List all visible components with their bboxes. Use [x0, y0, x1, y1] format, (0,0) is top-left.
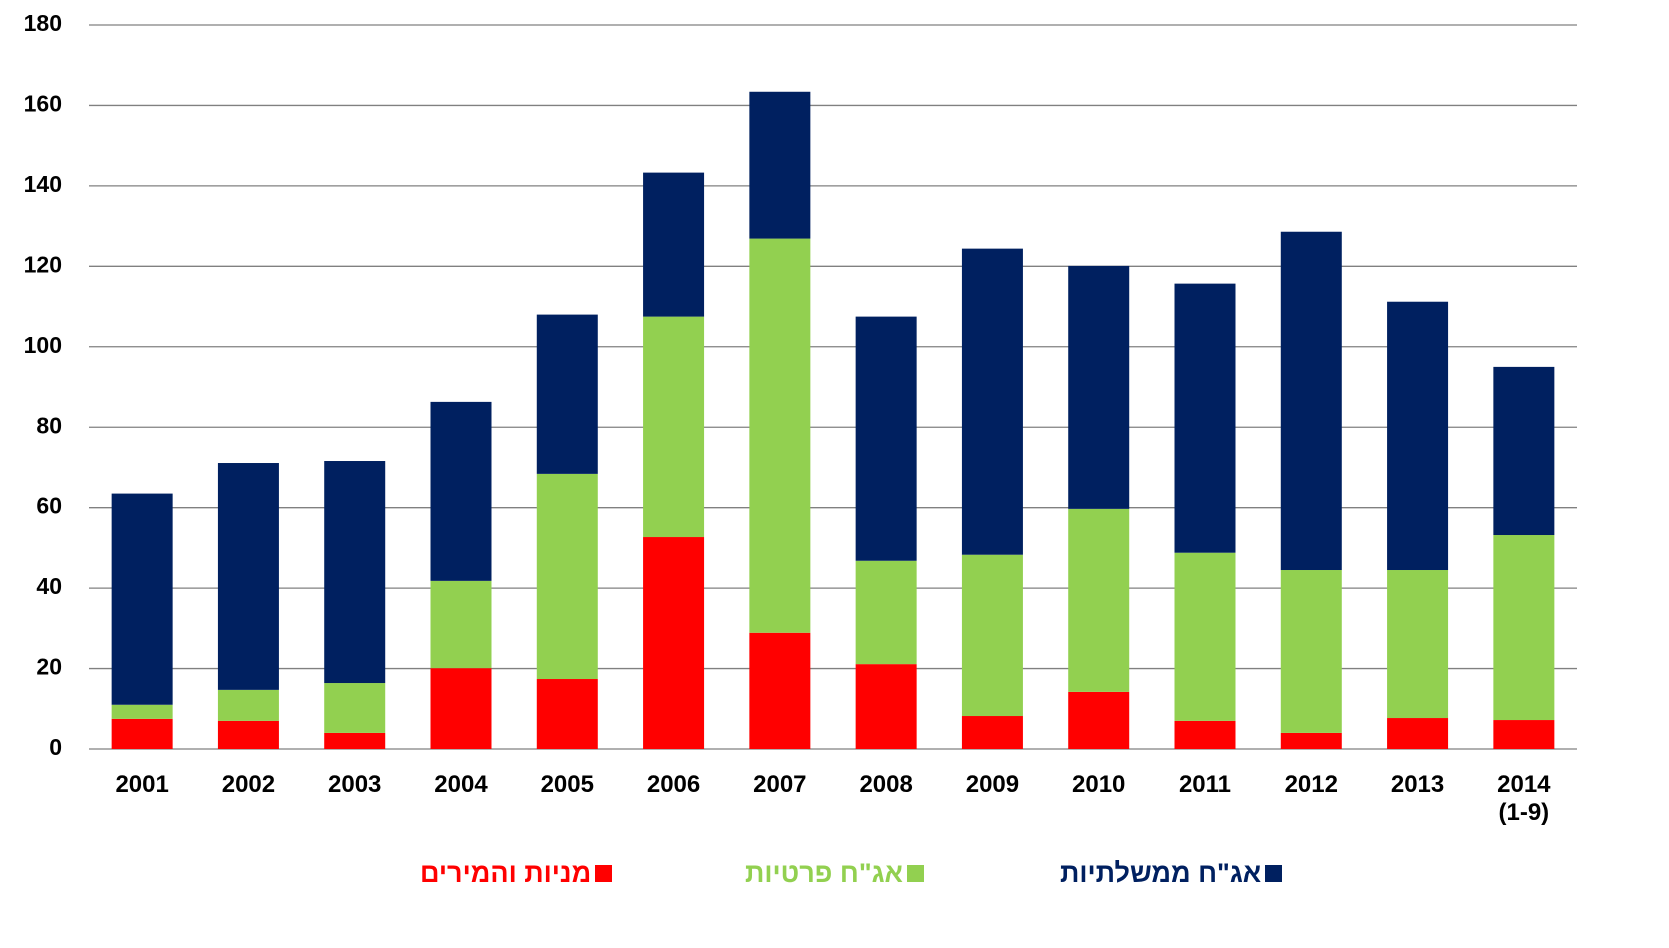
x-tick-label: 2014 (1-9): [1497, 771, 1551, 826]
bar-segment: [1280, 732, 1342, 749]
x-tick-label: 2005: [540, 771, 594, 798]
bar-segment: [1493, 366, 1555, 536]
y-tick-label: 0: [49, 734, 62, 760]
legend-item: אג"ח ממשלתיות: [1060, 858, 1283, 889]
bar-segment: [855, 560, 917, 665]
y-tick-label: 180: [24, 10, 62, 36]
bar-segment: [855, 316, 917, 561]
x-tick-label: 2011: [1178, 771, 1232, 798]
x-tick-label: 2001: [115, 771, 169, 798]
bar-segment: [749, 632, 811, 749]
y-tick-label: 40: [36, 573, 62, 599]
bar-segment: [1174, 552, 1236, 721]
bar-segment: [961, 716, 1023, 749]
x-tick-label: 2008: [859, 771, 913, 798]
bar-segment: [111, 493, 173, 705]
y-tick-label: 20: [36, 654, 62, 680]
bar-segment: [1387, 301, 1449, 571]
x-tick-label: 2006: [646, 771, 701, 798]
bar-segment: [111, 718, 173, 749]
x-tick-label: 2010: [1072, 771, 1126, 798]
bar-segment: [324, 732, 386, 749]
bar-segment: [430, 580, 492, 669]
bar-segment: [961, 248, 1023, 555]
bar-segment: [536, 679, 598, 749]
bar-segment: [324, 683, 386, 733]
bar-segment: [536, 473, 598, 680]
legend-swatch: [595, 865, 613, 882]
bar-segment: [217, 720, 279, 749]
legend-label: מניות והמירים: [420, 858, 592, 888]
bar-segment: [430, 401, 492, 581]
bar-segment: [1174, 720, 1236, 749]
bar-segment: [1387, 570, 1449, 719]
bar-segment: [643, 316, 705, 538]
bar-segment: [643, 172, 705, 317]
bar-segment: [324, 461, 386, 684]
bar-segment: [1493, 535, 1555, 721]
bar-segment: [749, 238, 811, 633]
y-tick-label: 160: [24, 91, 62, 117]
legend-item: מניות והמירים: [420, 858, 613, 889]
bar-segment: [430, 668, 492, 749]
legend-label: אג"ח ממשלתיות: [1060, 858, 1262, 888]
bar-segment: [111, 704, 173, 719]
legend-swatch: [906, 865, 924, 882]
legend-swatch: [1265, 865, 1283, 882]
bar-segment: [1387, 718, 1449, 749]
legend-label: אג"ח פרטיות: [745, 858, 903, 888]
bar-segment: [1174, 283, 1236, 553]
x-tick-label: 2004: [434, 771, 488, 798]
bar-segment: [536, 314, 598, 474]
bar-segment: [961, 554, 1023, 717]
x-tick-label: 2007: [753, 771, 807, 798]
y-tick-label: 60: [36, 493, 62, 519]
bar-segment: [217, 463, 279, 690]
bar-segment: [1068, 691, 1130, 749]
y-tick-label: 100: [24, 332, 62, 358]
y-tick-label: 120: [24, 251, 62, 277]
bar-segment: [217, 689, 279, 721]
bar-segment: [1493, 720, 1555, 749]
bar-segment: [1068, 508, 1130, 692]
x-tick-label: 2002: [221, 771, 276, 798]
y-tick-label: 140: [24, 171, 62, 197]
bar-segment: [1280, 570, 1342, 733]
bar-segment: [1280, 231, 1342, 571]
x-tick-label: 2012: [1284, 771, 1338, 798]
bar-segment: [643, 537, 705, 749]
y-tick-label: 80: [36, 412, 62, 438]
x-tick-label: 2013: [1390, 771, 1445, 798]
x-tick-label: 2009: [965, 771, 1020, 798]
x-tick-label: 2003: [328, 771, 382, 798]
legend-item: אג"ח פרטיות: [745, 858, 924, 889]
bar-segment: [749, 91, 811, 239]
bar-segment: [855, 664, 917, 749]
bar-segment: [1068, 265, 1130, 509]
